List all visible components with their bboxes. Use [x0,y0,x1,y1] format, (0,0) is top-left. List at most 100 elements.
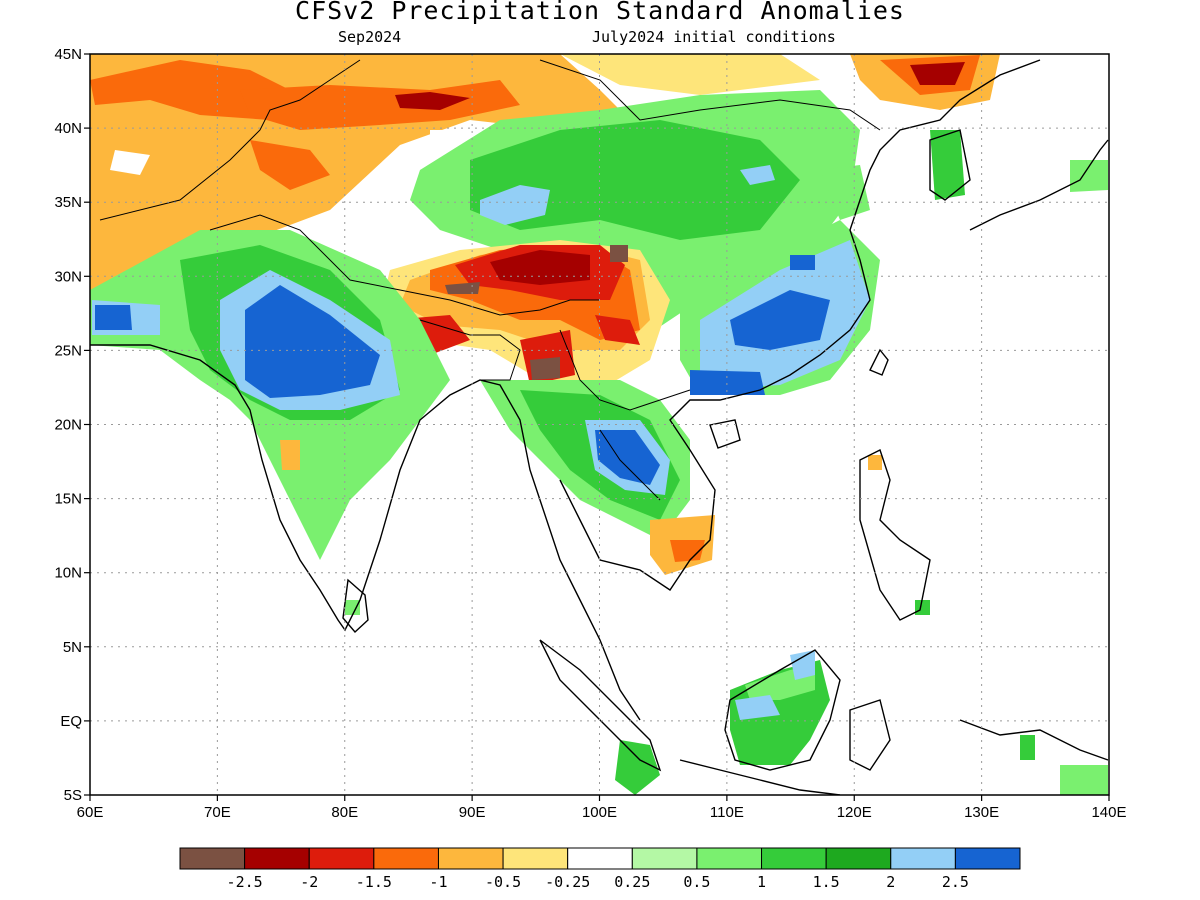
lon-tick-label: 120E [837,804,872,821]
anomaly-region [670,540,705,562]
anomaly-region [910,62,965,85]
anomaly-region [480,185,550,225]
anomaly-region [930,130,965,200]
colorbar-swatch [696,847,763,870]
anomaly-region [1020,735,1035,760]
coastline [859,449,931,621]
coastline [869,348,889,376]
colorbar-swatch [631,847,698,870]
anomaly-region [915,600,930,615]
colorbar-label: -1.5 [356,873,392,891]
lon-tick-label: 90E [459,804,486,821]
anomaly-region [615,740,660,795]
lon-tick-label: 70E [204,804,231,821]
lon-tick-label: 140E [1091,804,1126,821]
anomaly-region [735,695,780,720]
coastline [849,699,891,771]
colorbar-label: -0.5 [485,873,521,891]
colorbar-swatch [502,847,569,870]
lat-tick-label: 10N [54,565,82,582]
anomaly-region [730,290,830,350]
lat-tick-label: 15N [54,491,82,508]
lat-tick-label: 40N [54,120,82,137]
anomaly-region [445,282,480,294]
lat-tick-label: EQ [60,713,82,730]
colorbar-label: -0.25 [545,873,590,891]
country-border [209,214,600,316]
colorbar-swatch [373,847,439,870]
lon-tick-label: 130E [964,804,999,821]
country-border [99,59,361,221]
anomaly-region [250,140,330,190]
colorbar: -2.5 -2 -1.5 -1 -0.5 -0.25 0.25 0.5 1 1.5 2 2.5 [179,847,1021,891]
lat-tick-label: 30N [54,268,82,285]
anomaly-region [490,250,590,285]
colorbar-swatch [567,847,633,870]
lat-tick-label: 35N [54,194,82,211]
lat-tick-label: 45N [54,46,82,63]
anomaly-region [1060,765,1108,795]
colorbar-swatch [437,847,504,870]
country-border [599,429,661,501]
colorbar-swatch [890,847,956,870]
anomaly-region [790,255,815,270]
anomaly-region [240,80,520,130]
coastline [709,419,741,449]
colorbar-label: -2.5 [227,873,263,891]
colorbar-swatch [954,847,1021,870]
colorbar-label: -2 [300,873,318,891]
map-grid [90,54,1109,795]
lon-tick-label: 80E [331,804,358,821]
anomaly-region [395,92,470,110]
anomaly-field [90,54,1109,795]
lat-tick-label: 5N [63,639,82,656]
anomaly-region [790,650,815,680]
anomaly-region [868,455,882,470]
coastline [929,129,971,201]
anomaly-region [690,370,765,395]
country-border [539,59,881,131]
colorbar-swatch [308,847,375,870]
colorbar-label: 0.5 [683,873,710,891]
coastline [559,59,1041,591]
colorbar-label: 0.25 [614,873,650,891]
coastline [969,139,1109,231]
coastline [539,639,662,772]
anomaly-region [95,305,132,330]
colorbar-swatch [761,847,827,870]
anomaly-region [560,54,820,95]
map-title: CFSv2 Precipitation Standard Anomalies [295,0,905,25]
lon-tick-label: 110E [710,804,744,821]
initial-conditions-label: July2024 initial conditions [592,28,836,46]
anomaly-region [595,430,660,485]
colorbar-swatch [244,847,310,870]
anomaly-region [110,150,150,175]
anomaly-region [595,315,640,345]
lon-tick-label: 60E [77,804,104,821]
lat-tick-label: 20N [54,417,82,434]
coastline [724,649,841,771]
country-border [559,329,691,411]
colorbar-label: -1 [429,873,447,891]
coastline [342,578,369,634]
coastline [679,759,841,795]
anomaly-region [610,245,628,262]
lat-tick-label: 25N [54,342,82,359]
anomaly-region [345,600,360,615]
anomaly-region [1070,160,1108,192]
colorbar-label: 2 [886,873,895,891]
anomaly-region [280,440,300,470]
anomaly-region [530,357,560,380]
colorbar-label: 1.5 [813,873,840,891]
axis-ticks: 60E 70E 80E 90E 100E 110E 120E 130E 140E 45N 40N 35… [54,46,1126,821]
country-border [419,319,521,381]
colorbar-swatch [825,847,892,870]
target-month-label: Sep2024 [338,28,402,46]
anomaly-region [470,120,800,240]
anomaly-region [740,165,775,185]
colorbar-label: 1 [757,873,766,891]
lat-tick-label: 5S [64,787,82,804]
colorbar-label: 2.5 [942,873,969,891]
colorbar-swatch [179,847,246,870]
